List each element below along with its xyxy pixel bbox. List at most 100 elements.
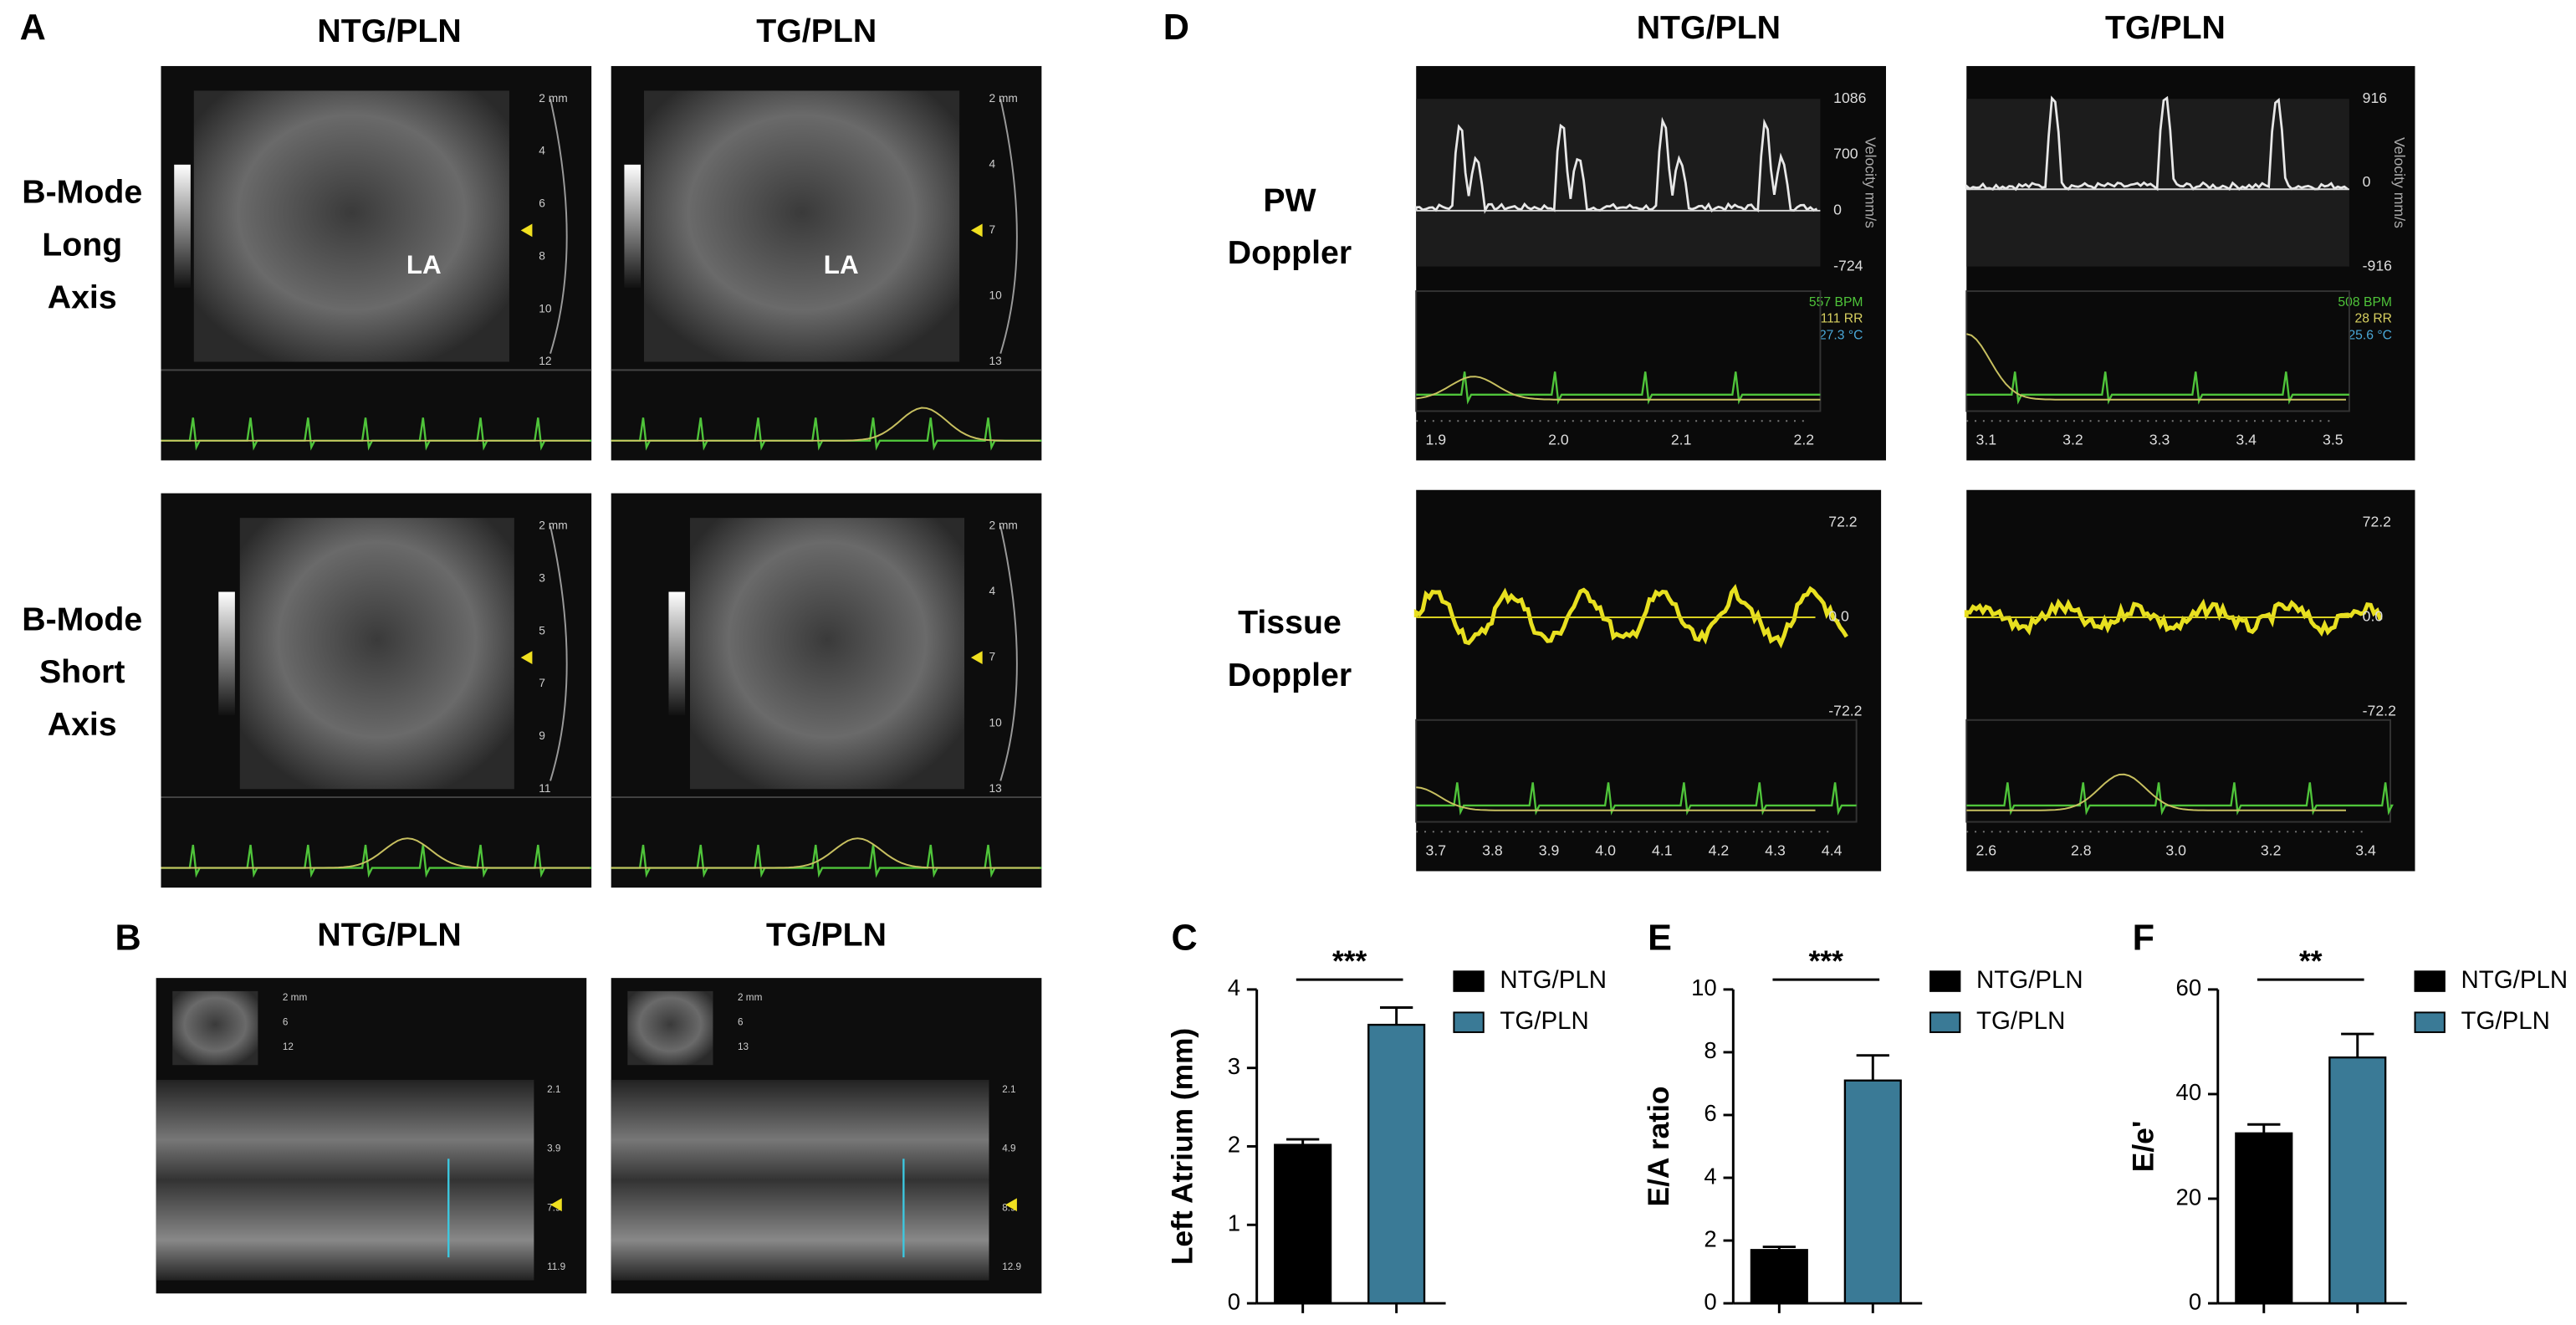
ecg-panel: [1965, 290, 2350, 412]
gray-scale-bar: [174, 164, 191, 289]
legend-label: TG/PLN: [2461, 1007, 2550, 1035]
ecg-trace: [1416, 371, 1821, 405]
focus-marker: [1005, 1198, 1017, 1212]
focus-curve: [999, 525, 1018, 781]
y-tick-label: 4: [1228, 975, 1240, 1000]
depth-label: 2 mm: [539, 92, 567, 105]
row-title: Long: [42, 226, 122, 263]
mmode-trace: [156, 1079, 534, 1281]
bar: [1274, 1143, 1332, 1305]
resp-trace: [1965, 333, 2346, 401]
scale-label: 11.9: [547, 1261, 565, 1272]
y-axis-label: E/e': [2128, 1121, 2160, 1172]
depth-label: 2 mm: [989, 92, 1018, 105]
depth-label: 4: [989, 157, 996, 170]
depth-label: 13: [989, 355, 1003, 367]
depth-label: 6: [283, 1016, 289, 1027]
gray-scale-bar: [668, 591, 686, 715]
depth-label: 11: [539, 782, 550, 795]
legend-label: TG/PLN: [1500, 1007, 1588, 1035]
depth-label: 2 mm: [283, 992, 308, 1003]
depth-label: 5: [539, 624, 545, 637]
y-axis-label: E/A ratio: [1643, 1086, 1675, 1206]
time-label: 3.3: [2149, 431, 2170, 448]
mmode-thumbnail: [627, 990, 713, 1066]
row-title: Axis: [48, 279, 117, 315]
velocity-axis-name: Velocity mm/s: [2391, 137, 2408, 228]
y-tick-label: 2: [1228, 1132, 1240, 1158]
depth-label: 3: [539, 571, 545, 584]
velocity-axis-name: Velocity mm/s: [1863, 137, 1879, 228]
panel-label: A: [20, 8, 46, 48]
velocity-label: 0: [2363, 173, 2371, 190]
row-title: B-Mode: [22, 174, 142, 211]
focus-marker: [520, 651, 533, 664]
time-label: 2.6: [1976, 842, 1997, 859]
legend-label: TG/PLN: [1976, 1007, 2065, 1035]
scale-label: 4.9: [1002, 1143, 1015, 1154]
chamber-label: LA: [824, 250, 859, 279]
depth-label: 2 mm: [738, 992, 763, 1003]
vitals-label: 28 RR: [2354, 312, 2392, 326]
ecg-trace: [1966, 371, 2349, 405]
row-title: PW: [1263, 182, 1316, 218]
time-label: 4.1: [1652, 842, 1673, 859]
mmode-thumbnail: [172, 990, 258, 1066]
time-label: 4.3: [1765, 842, 1786, 859]
row-title: B-Mode: [22, 601, 142, 637]
doppler-image: [1416, 489, 1882, 872]
y-tick-label: 1: [1228, 1210, 1240, 1236]
depth-label: 9: [539, 729, 545, 742]
velocity-label: 1086: [1833, 90, 1866, 106]
time-label: 3.5: [2323, 431, 2343, 448]
depth-label: 7: [989, 651, 996, 663]
time-label: 2.8: [2071, 842, 2092, 859]
scale-label: 3.9: [547, 1143, 560, 1154]
panel-label: D: [1163, 8, 1189, 48]
vitals-label: 508 BPM: [2338, 295, 2392, 310]
ecg-trace: [1416, 782, 1857, 816]
velocity-label: -724: [1833, 257, 1863, 274]
depth-label: 2 mm: [989, 519, 1018, 532]
legend-label: NTG/PLN: [1500, 966, 1607, 994]
panel-label: E: [1648, 918, 1672, 958]
ecg-trace: [1966, 782, 2394, 816]
ultrasound-field: [690, 518, 965, 790]
ecg-panel: [1415, 719, 1858, 823]
ultrasound-field: [193, 90, 509, 362]
row-title: Doppler: [1228, 234, 1352, 271]
focus-curve: [549, 525, 568, 781]
doppler-image: [1966, 489, 2415, 872]
velocity-label: -72.2: [1828, 703, 1862, 719]
focus-marker: [970, 223, 983, 238]
scale-label: 12.9: [1002, 1261, 1021, 1272]
velocity-label: 916: [2363, 90, 2388, 106]
velocity-label: -72.2: [2363, 703, 2396, 719]
panel-label: F: [2133, 918, 2154, 958]
bar: [2328, 1056, 2387, 1305]
scale-label: 2.1: [547, 1084, 560, 1095]
doppler-field: [1416, 99, 1821, 267]
time-label: 3.8: [1482, 842, 1503, 859]
focus-curve: [999, 99, 1018, 355]
panel-label: B: [115, 918, 141, 958]
y-tick-label: 0: [1228, 1288, 1240, 1314]
panel-label: C: [1172, 918, 1198, 958]
column-title: NTG/PLN: [317, 916, 461, 953]
column-title: TG/PLN: [766, 916, 887, 953]
depth-label: 12: [283, 1041, 294, 1052]
vitals-label: 111 RR: [1821, 312, 1863, 326]
bar: [1843, 1079, 1902, 1305]
significance-label: **: [2299, 945, 2323, 978]
depth-label: 10: [539, 302, 552, 315]
legend-swatch: [1453, 970, 1485, 992]
scale-label: 2.1: [1002, 1084, 1015, 1095]
legend-swatch: [1929, 970, 1961, 992]
time-label: 3.4: [2355, 842, 2376, 859]
depth-label: 10: [989, 716, 1003, 729]
gray-scale-bar: [218, 591, 235, 715]
tdi-trace: [1964, 598, 2383, 637]
row-title: Axis: [48, 706, 117, 743]
pw-trace: [1414, 116, 1818, 214]
resp-trace: [1416, 376, 1821, 401]
